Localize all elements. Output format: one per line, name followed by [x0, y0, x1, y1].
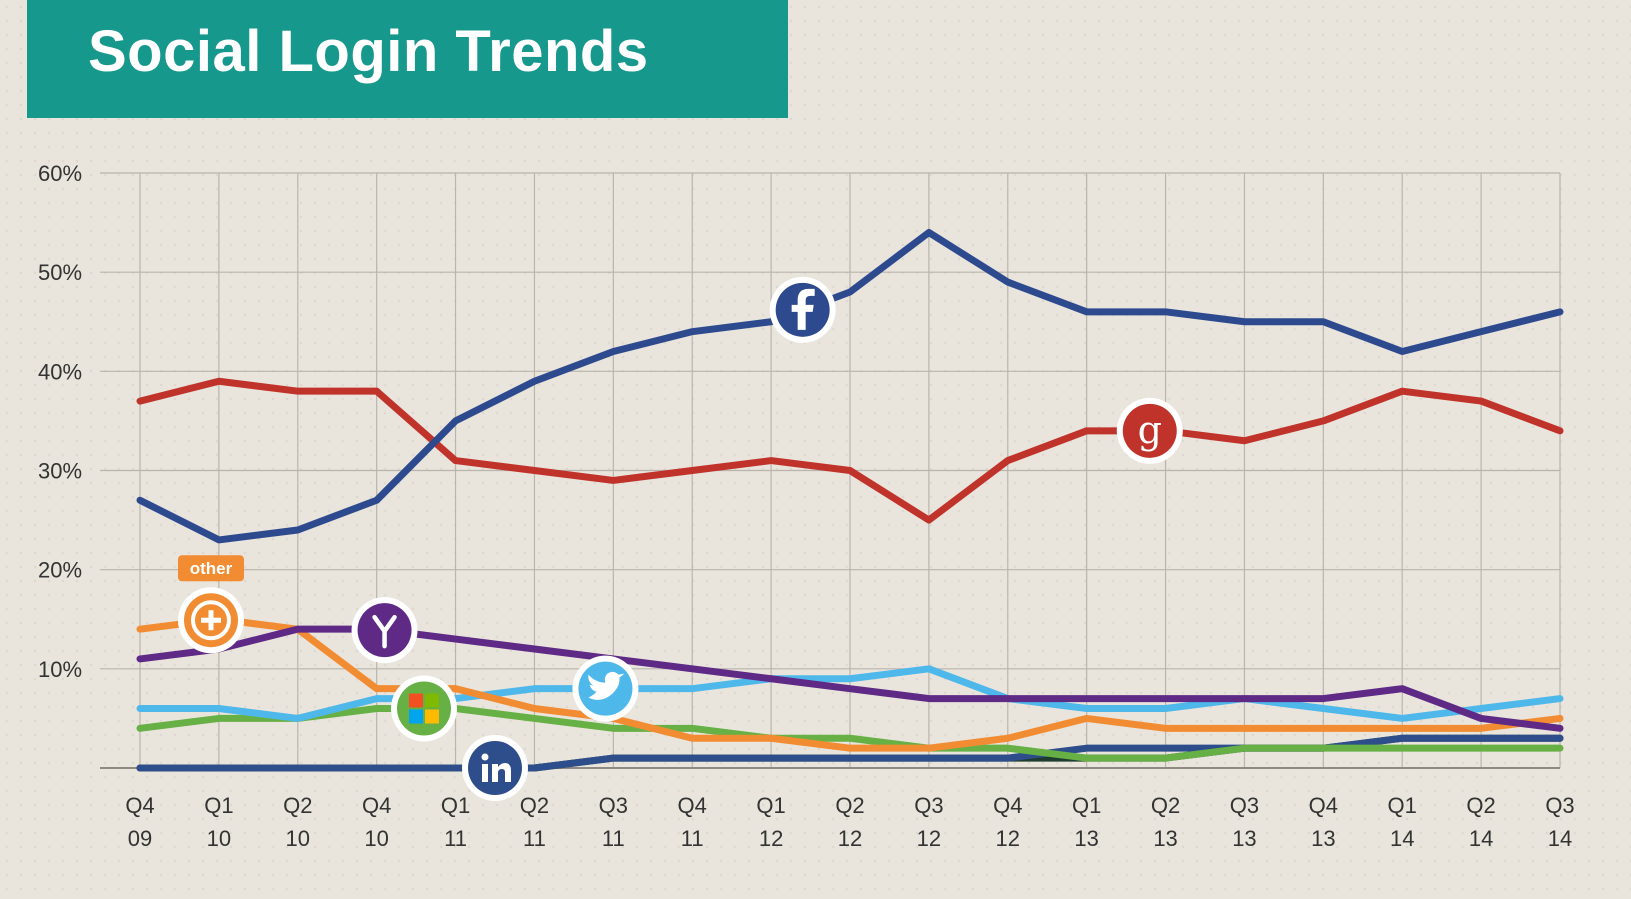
x-axis-ticks: Q4 09 Q1 10 Q2 10 Q4 10 Q1 11 Q2 11 Q3 11 Q4 11 Q1 12 Q2 12… — [125, 793, 1574, 851]
x-tick-quarter: Q1 — [441, 793, 470, 818]
series-line-facebook — [136, 229, 1564, 544]
x-tick-quarter: Q4 — [678, 793, 707, 818]
x-tick-quarter: Q2 — [1151, 793, 1180, 818]
x-tick-year: 12 — [917, 826, 941, 851]
x-tick-quarter: Q4 — [125, 793, 154, 818]
y-tick-label: 50% — [38, 260, 82, 285]
x-tick-year: 12 — [996, 826, 1020, 851]
x-tick-quarter: Q1 — [756, 793, 785, 818]
x-tick-year: 13 — [1153, 826, 1177, 851]
x-tick-year: 10 — [364, 826, 388, 851]
y-tick-label: 40% — [38, 359, 82, 384]
series-lines — [136, 229, 1564, 772]
x-tick-year: 14 — [1469, 826, 1493, 851]
x-tick-quarter: Q2 — [283, 793, 312, 818]
title-banner — [27, 0, 788, 118]
x-tick-quarter: Q1 — [204, 793, 233, 818]
google-icon: g — [1116, 397, 1183, 464]
x-tick-year: 12 — [759, 826, 783, 851]
x-tick-quarter: Q3 — [914, 793, 943, 818]
x-tick-quarter: Q3 — [599, 793, 628, 818]
x-tick-year: 11 — [602, 826, 625, 851]
x-tick-year: 10 — [286, 826, 310, 851]
other-plus-icon — [178, 587, 244, 654]
x-tick-year: 11 — [523, 826, 546, 851]
series-badges: g other — [178, 276, 1183, 801]
chart-grid — [100, 172, 1561, 769]
x-tick-quarter: Q4 — [1309, 793, 1338, 818]
x-tick-quarter: Q1 — [1072, 793, 1101, 818]
y-tick-label: 30% — [38, 459, 82, 484]
yahoo-icon — [351, 597, 418, 664]
x-tick-year: 11 — [444, 826, 467, 851]
x-tick-year: 12 — [838, 826, 862, 851]
x-tick-quarter: Q4 — [362, 793, 391, 818]
other-label: other — [178, 555, 244, 582]
series-line-twitter — [136, 665, 1564, 722]
y-tick-label: 60% — [38, 161, 82, 186]
microsoft-icon — [391, 675, 457, 742]
x-tick-year: 13 — [1311, 826, 1335, 851]
x-tick-quarter: Q3 — [1230, 793, 1259, 818]
twitter-icon — [572, 655, 639, 722]
x-tick-year: 13 — [1232, 826, 1256, 851]
x-tick-quarter: Q2 — [1466, 793, 1495, 818]
x-tick-year: 09 — [128, 826, 152, 851]
x-tick-quarter: Q4 — [993, 793, 1022, 818]
x-tick-quarter: Q3 — [1545, 793, 1574, 818]
x-tick-year: 10 — [207, 826, 231, 851]
y-tick-label: 20% — [38, 558, 82, 583]
series-line-microsoft — [136, 705, 1564, 762]
linkedin-icon — [462, 735, 528, 801]
x-tick-year: 14 — [1390, 826, 1414, 851]
y-tick-label: 10% — [38, 657, 82, 682]
svg-text:other: other — [190, 559, 233, 578]
series-line-other-plus — [136, 615, 1564, 752]
x-tick-quarter: Q2 — [520, 793, 549, 818]
x-tick-year: 11 — [681, 826, 704, 851]
x-tick-quarter: Q2 — [835, 793, 864, 818]
y-axis-ticks: 60% 50% 40% 30% 20% 10% — [38, 161, 82, 682]
x-tick-year: 13 — [1074, 826, 1098, 851]
svg-text:g: g — [1138, 408, 1162, 452]
chart-title: Social Login Trends — [88, 19, 649, 84]
x-tick-quarter: Q1 — [1388, 793, 1417, 818]
x-tick-year: 14 — [1548, 826, 1572, 851]
series-line-google — [136, 377, 1564, 524]
facebook-icon — [769, 276, 836, 343]
